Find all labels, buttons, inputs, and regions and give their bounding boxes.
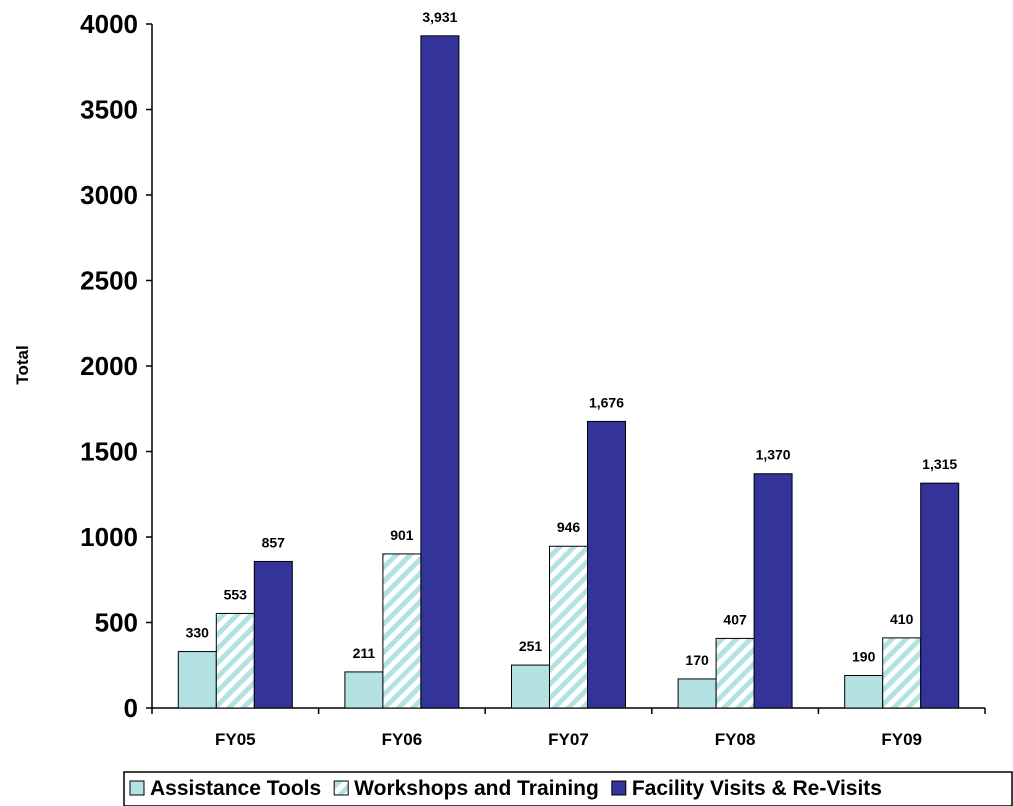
bar [753,473,793,709]
data-label: 407 [723,611,747,627]
legend-swatch [129,780,145,796]
bar [882,637,922,709]
data-label: 330 [186,625,210,641]
legend-swatch [611,780,627,796]
bar [844,675,884,709]
y-axis-label: Total [13,345,32,384]
x-tick-label: FY06 [382,730,423,749]
bar [587,420,626,709]
data-label: 857 [262,534,286,550]
x-tick-label: FY09 [881,730,922,749]
data-label: 946 [557,519,581,535]
data-label: 901 [390,527,414,543]
legend-label: Facility Visits & Re-Visits [632,777,882,800]
y-tick-label: 4000 [80,9,138,39]
plot-area: 0 500 1000 1500 2000 2500 3000 3500 4000 FY05 330 5… [80,9,986,749]
bar [215,612,255,709]
y-tick-label: 2500 [80,266,138,296]
data-label: 211 [353,645,376,661]
bar [344,671,384,709]
data-label: 553 [224,586,248,602]
legend-swatch [333,780,349,796]
legend-frame [123,771,1013,806]
legend: Assistance Tools Workshops and Training Fa… [123,771,1013,806]
bar [715,637,755,709]
data-label: 410 [890,611,914,627]
bar [382,553,422,709]
bar [511,664,550,709]
bar [677,678,717,709]
y-tick-label: 3000 [80,180,138,210]
legend-label: Assistance Tools [150,777,321,800]
data-label: 1,676 [589,394,624,410]
y-tick-label: 1000 [80,522,138,552]
x-tick-label: FY05 [215,730,256,749]
data-label: 1,370 [756,447,791,463]
x-tick-label: FY08 [715,730,756,749]
x-tick-label: FY07 [548,730,589,749]
y-tick-label: 0 [124,693,138,723]
y-tick-label: 500 [95,608,138,638]
data-label: 170 [685,652,709,668]
y-tick-label: 3500 [80,95,138,125]
legend-label: Workshops and Training [354,777,599,800]
bar [177,651,217,709]
bar [253,560,293,709]
y-tick-label: 1500 [80,437,138,467]
data-label: 1,315 [922,456,957,472]
data-label: 190 [852,649,876,665]
data-label: 3,931 [422,9,457,25]
y-tick-label: 2000 [80,351,138,381]
data-label: 251 [519,638,543,654]
bar [920,482,960,709]
bar [549,545,588,709]
bar [420,35,460,709]
